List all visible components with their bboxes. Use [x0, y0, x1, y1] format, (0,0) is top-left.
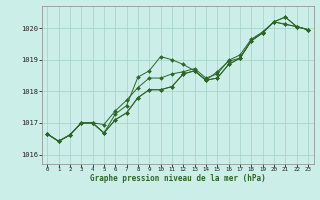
- X-axis label: Graphe pression niveau de la mer (hPa): Graphe pression niveau de la mer (hPa): [90, 174, 266, 183]
